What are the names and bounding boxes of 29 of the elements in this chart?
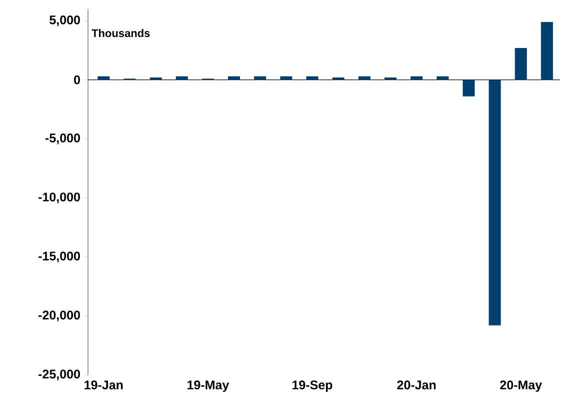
- bar: [306, 76, 318, 80]
- bar: [488, 80, 501, 326]
- bar: [280, 76, 292, 80]
- y-tick-label: 5,000: [50, 15, 80, 26]
- bar: [462, 80, 475, 96]
- y-tick-label: -5,000: [46, 134, 80, 144]
- bar: [98, 76, 110, 80]
- y-tick-label: -10,000: [38, 192, 80, 204]
- bar: [228, 76, 240, 80]
- bar: [514, 48, 527, 80]
- x-tick-label: 19-Sep: [292, 380, 332, 392]
- bar: [384, 77, 396, 80]
- x-tick-label: 19-Jan: [84, 380, 123, 390]
- bar: [410, 76, 423, 80]
- bar: [540, 22, 553, 80]
- bar: [150, 77, 162, 80]
- bar: [436, 76, 449, 80]
- y-tick-label: -20,000: [38, 310, 80, 322]
- x-tick-label: 19-May: [188, 380, 230, 392]
- x-tick-label: 20-May: [500, 380, 542, 392]
- y-tick-label: -25,000: [38, 370, 80, 380]
- x-tick-label: 20-Jan: [397, 380, 436, 390]
- bar: [176, 76, 188, 80]
- y-tick-label: -15,000: [38, 252, 80, 262]
- y-tick-label: 0: [74, 75, 80, 84]
- bar: [358, 76, 370, 80]
- bar: [332, 77, 344, 80]
- bar: [254, 76, 266, 80]
- annotation: Thousands: [92, 29, 150, 38]
